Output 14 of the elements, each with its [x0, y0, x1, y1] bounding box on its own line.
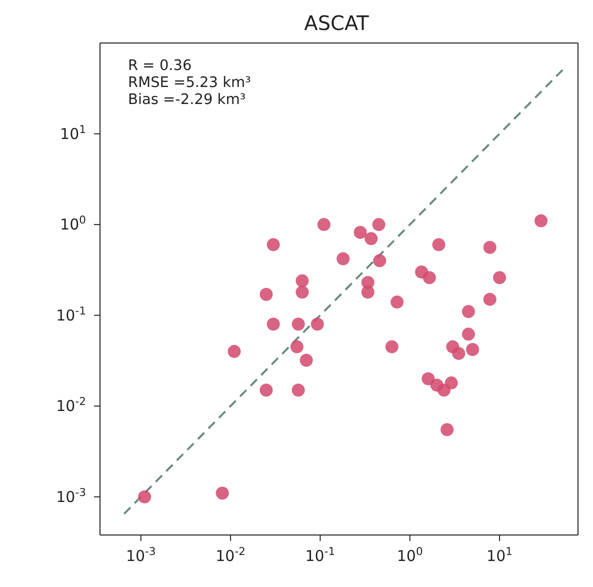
x-tick-label: 10$^{-3}$ [126, 544, 156, 565]
y-tick-label: 10$^{-3}$ [56, 485, 86, 506]
y-tick-label: 10$^{-2}$ [56, 394, 86, 416]
annotation: Bias =-2.29 km³ [128, 92, 247, 109]
x-tick-label: 10$^{0}$ [396, 544, 423, 565]
y-tick-label: 10$^{-1}$ [56, 304, 86, 324]
chart-title: ASCAT [303, 10, 370, 37]
annotation: R = 0.36 [128, 58, 193, 75]
y-tick-label: 10$^{0}$ [60, 213, 86, 234]
x-tick-label: 10$^{-2}$ [216, 544, 246, 565]
x-tick-label: 10$^{1}$ [486, 544, 513, 565]
annotation: RMSE =5.23 km³ [128, 75, 251, 92]
y-tick-label: 10$^{1}$ [60, 122, 86, 143]
x-tick-label: 10$^{-1}$ [305, 544, 336, 565]
